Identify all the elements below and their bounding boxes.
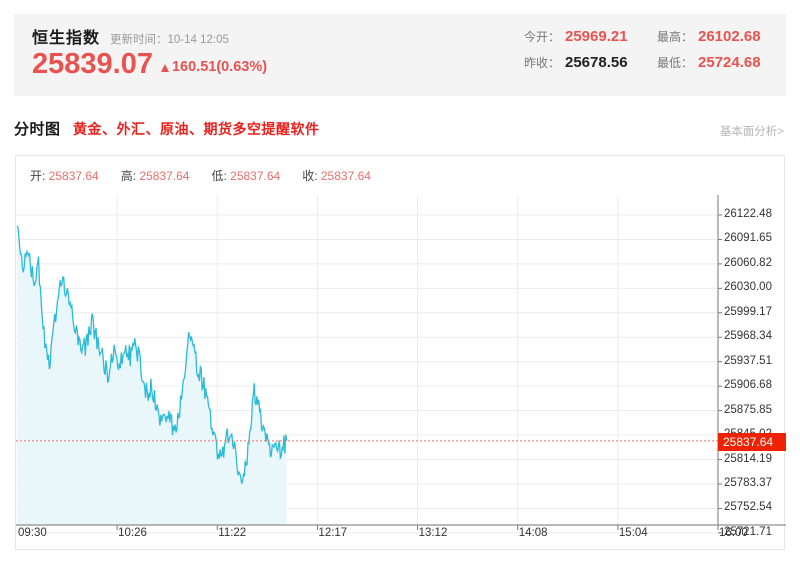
legend-open-value: 25837.64 (48, 168, 99, 183)
promo-banner-text[interactable]: 黄金、外汇、原油、期货多空提醒软件 (72, 121, 320, 137)
last-price: 25839.07 (32, 48, 153, 80)
y-axis-label: 25752.54 (724, 501, 772, 514)
y-axis-label: 25875.85 (724, 403, 772, 416)
y-axis-label: 25968.34 (724, 330, 772, 343)
stats-row-top: 今开： 25969.21 最高： 26102.68 (524, 28, 772, 54)
ohlc-legend: 开: 25837.64 高: 25837.64 低: 25837.64 收: 2… (16, 156, 784, 194)
legend-open-label: 开: (30, 168, 49, 183)
legend-close-value: 25837.64 (320, 168, 371, 183)
x-axis-label: 16:00 (719, 527, 748, 539)
current-price-badge: 25837.64 (718, 432, 786, 451)
stat-value-open: 25969.21 (564, 28, 628, 45)
stat-label-prevclose: 昨收： (523, 56, 560, 70)
plot-area[interactable]: 26122.48 26091.65 26060.82 26030.00 25999.17… (16, 195, 786, 551)
legend-close-label: 收: (302, 168, 321, 183)
x-axis-label: 14:08 (518, 527, 548, 539)
x-axis-label: 12:17 (318, 527, 348, 539)
legend-close: 收: 25837.64 (302, 167, 371, 184)
quote-primary-block: 恒生指数 更新时间：10-14 12:05 25839.07 160.51(0.… (32, 24, 267, 79)
x-axis-label: 09:30 (18, 527, 47, 539)
update-time: 更新时间：10-14 12:05 (110, 34, 229, 46)
legend-open: 开: 25837.64 (30, 167, 99, 184)
y-axis-label: 25783.37 (724, 476, 772, 489)
y-axis-label: 26030.00 (724, 281, 772, 294)
stat-value-high: 26102.68 (698, 28, 761, 45)
legend-high: 高: 25837.64 (121, 167, 190, 184)
y-axis-label: 25814.19 (724, 452, 772, 465)
y-axis-label: 25937.51 (724, 354, 772, 367)
chart-section-header: 分时图 黄金、外汇、原油、期货多空提醒软件 基本面分析> (14, 118, 786, 148)
fundamental-analysis-link[interactable]: 基本面分析> (719, 126, 784, 138)
legend-high-value: 25837.64 (139, 168, 190, 183)
x-axis-label: 11:22 (218, 527, 247, 539)
legend-high-label: 高: (120, 168, 140, 183)
price-line (16, 225, 288, 484)
stat-label-high: 最高： (656, 30, 693, 44)
y-axis-label: 25999.17 (724, 305, 772, 318)
x-axis-label: 13:12 (418, 527, 448, 539)
stat-label-low: 最低： (656, 56, 693, 70)
price-row: 25839.07 160.51(0.63%) (32, 50, 267, 79)
quote-stats-block: 今开： 25969.21 最高： 26102.68 昨收： 25678.56 最… (524, 28, 772, 80)
y-axis-label: 25906.68 (724, 379, 772, 392)
x-axis-label: 10:26 (118, 527, 147, 539)
y-axis-label: 26122.48 (724, 208, 772, 220)
legend-low-label: 低: (211, 168, 231, 183)
x-axis-label: 15:04 (618, 527, 648, 539)
y-axis-label: 26091.65 (724, 232, 772, 245)
legend-low: 低: 25837.64 (211, 167, 280, 184)
index-name: 恒生指数 (32, 30, 101, 47)
page-title: 分时图 (14, 121, 61, 138)
quote-header-card: 恒生指数 更新时间：10-14 12:05 25839.07 160.51(0.… (14, 14, 786, 96)
stat-value-low: 25724.68 (698, 54, 761, 71)
change-value: 160.51(0.63%) (171, 59, 268, 75)
intraday-chart[interactable]: 开: 25837.64 高: 25837.64 低: 25837.64 收: 2… (15, 155, 786, 551)
price-area-fill (17, 225, 287, 525)
change-group: 160.51(0.63%) (160, 59, 268, 75)
price-line-svg (16, 195, 786, 534)
stats-row-bottom: 昨收： 25678.56 最低： 25724.68 (524, 54, 772, 80)
stat-label-open: 今开： (523, 30, 560, 44)
stat-value-prevclose: 25678.56 (564, 54, 628, 71)
y-axis-label: 25721.71 (724, 525, 772, 538)
y-axis-label: 26060.82 (724, 256, 772, 269)
arrow-up-icon (160, 64, 169, 72)
legend-low-value: 25837.64 (230, 168, 281, 183)
index-name-row: 恒生指数 更新时间：10-14 12:05 (32, 24, 267, 47)
